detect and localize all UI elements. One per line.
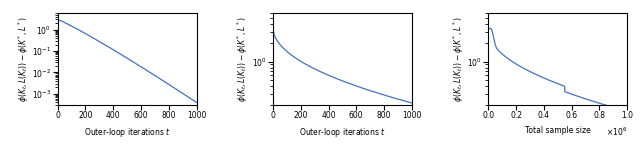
Y-axis label: $\phi(K_t, L(K_t)) - \phi(K^*, L^*)$: $\phi(K_t, L(K_t)) - \phi(K^*, L^*)$ (236, 16, 250, 102)
Y-axis label: $\phi(K_t, L(K_t)) - \phi(K^*, L^*)$: $\phi(K_t, L(K_t)) - \phi(K^*, L^*)$ (16, 16, 31, 102)
Y-axis label: $\phi(K_t, L(K_t)) - \phi(K^*, L^*)$: $\phi(K_t, L(K_t)) - \phi(K^*, L^*)$ (451, 16, 466, 102)
X-axis label: Outer-loop iterations $t$: Outer-loop iterations $t$ (299, 126, 386, 139)
X-axis label: Outer-loop iterations $t$: Outer-loop iterations $t$ (84, 126, 170, 139)
X-axis label: Total sample size: Total sample size (525, 126, 591, 135)
Text: $\times 10^6$: $\times 10^6$ (606, 125, 627, 138)
